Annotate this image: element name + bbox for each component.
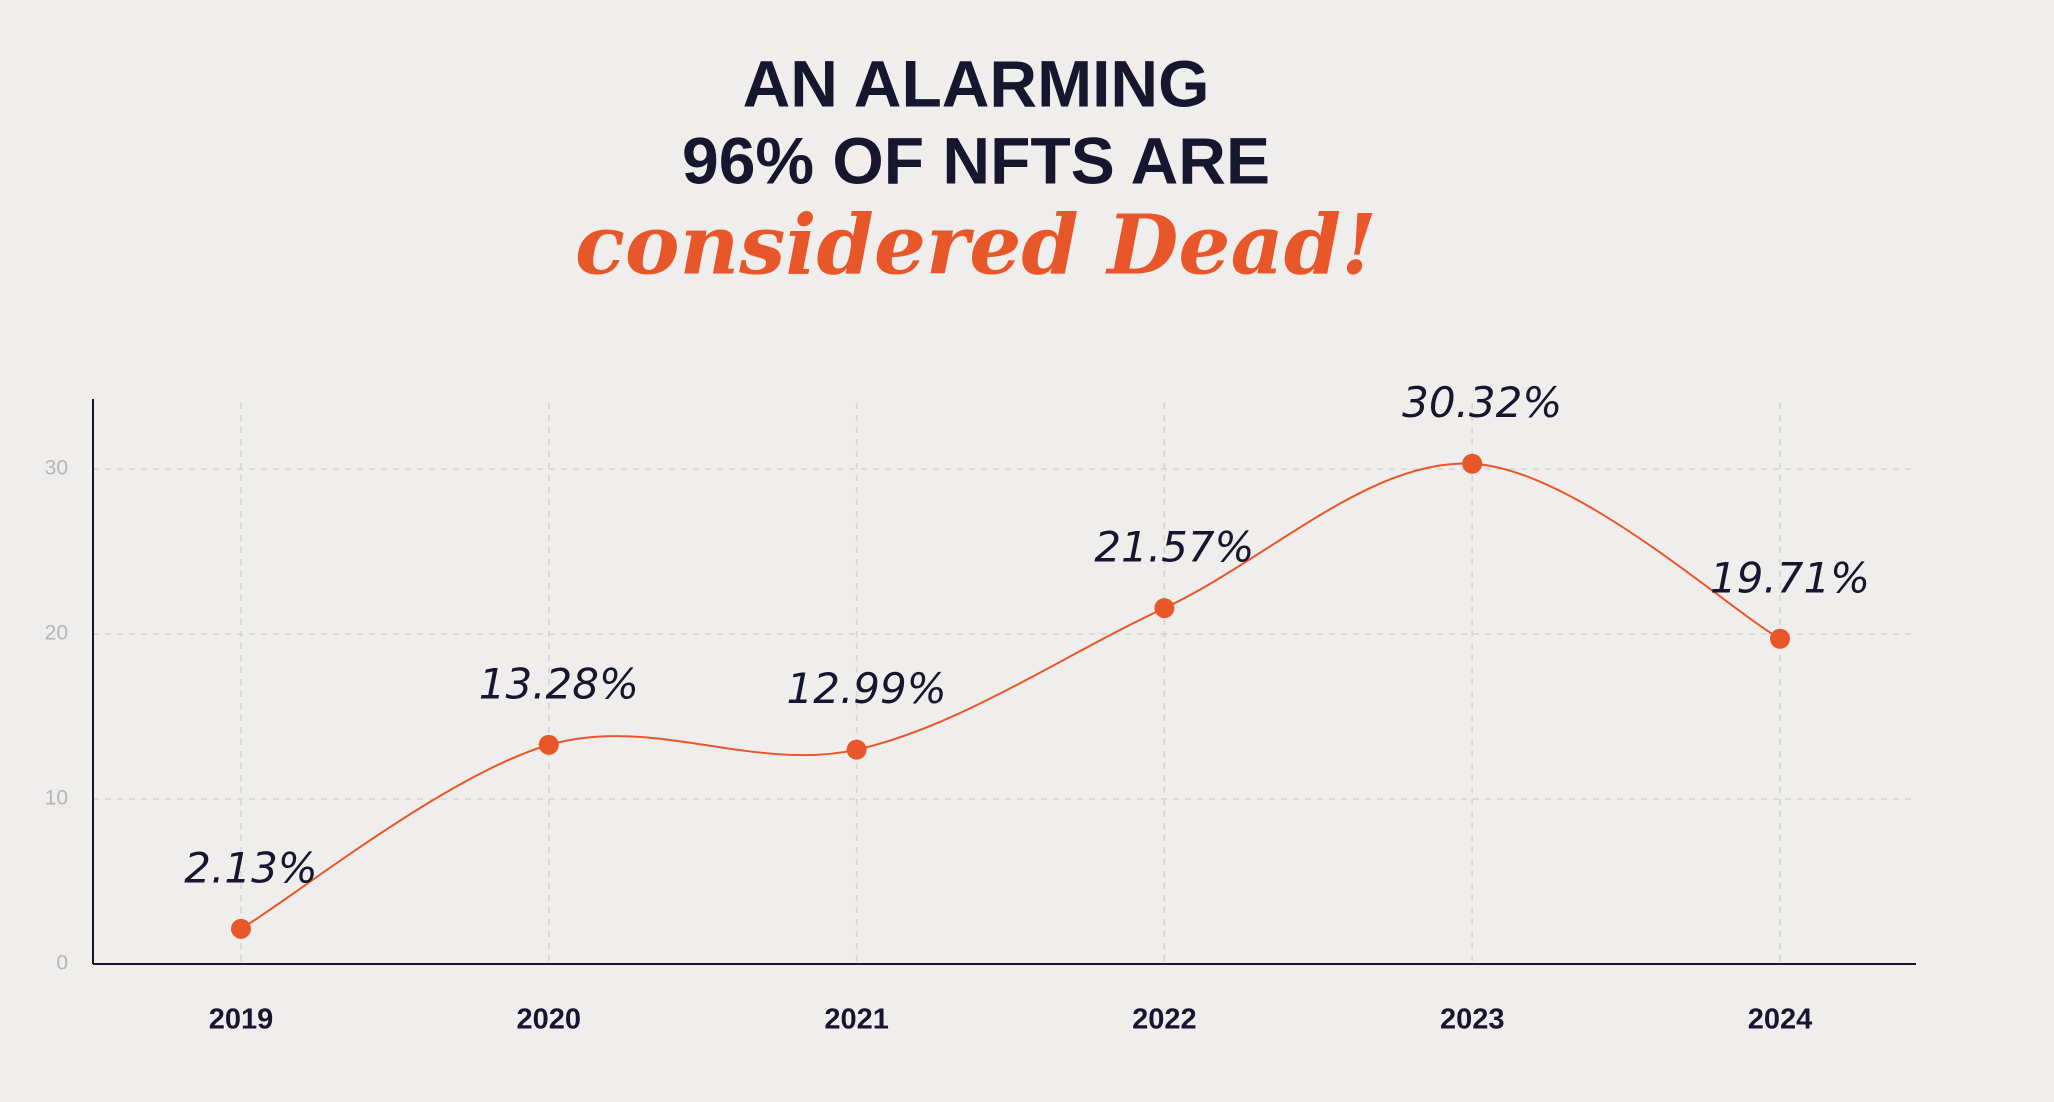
y-tick-label: 10 <box>45 787 68 810</box>
point <box>1770 628 1790 649</box>
point <box>1154 598 1175 619</box>
point <box>1462 453 1483 474</box>
chart-title: 96% OF NFTS ARE <box>682 123 1270 197</box>
x-tick-label: 2024 <box>1748 1004 1813 1036</box>
x-tick-label: 2019 <box>209 1004 274 1036</box>
x-tick-label: 2023 <box>1440 1004 1505 1036</box>
x-tick-label: 2022 <box>1132 1004 1197 1036</box>
value-label: 30.32% <box>1402 378 1562 427</box>
value-label: 19.71% <box>1710 553 1870 602</box>
y-tick-label: 20 <box>45 622 68 645</box>
point <box>231 918 251 939</box>
chart-title: AN ALARMING <box>743 46 1210 120</box>
x-tick-label: 2021 <box>824 1004 889 1036</box>
value-label: 21.57% <box>1094 523 1254 572</box>
line <box>240 462 1781 930</box>
point <box>538 734 559 755</box>
x-tick-label: 2020 <box>517 1004 582 1036</box>
value-label: 13.28% <box>479 659 639 708</box>
value-label: 12.99% <box>787 664 947 713</box>
chart-subtitle: considered Dead! <box>575 197 1377 293</box>
value-label: 2.13% <box>184 843 317 892</box>
y-tick-label: 0 <box>56 952 68 975</box>
point <box>846 739 867 760</box>
y-tick-label: 30 <box>45 457 68 480</box>
